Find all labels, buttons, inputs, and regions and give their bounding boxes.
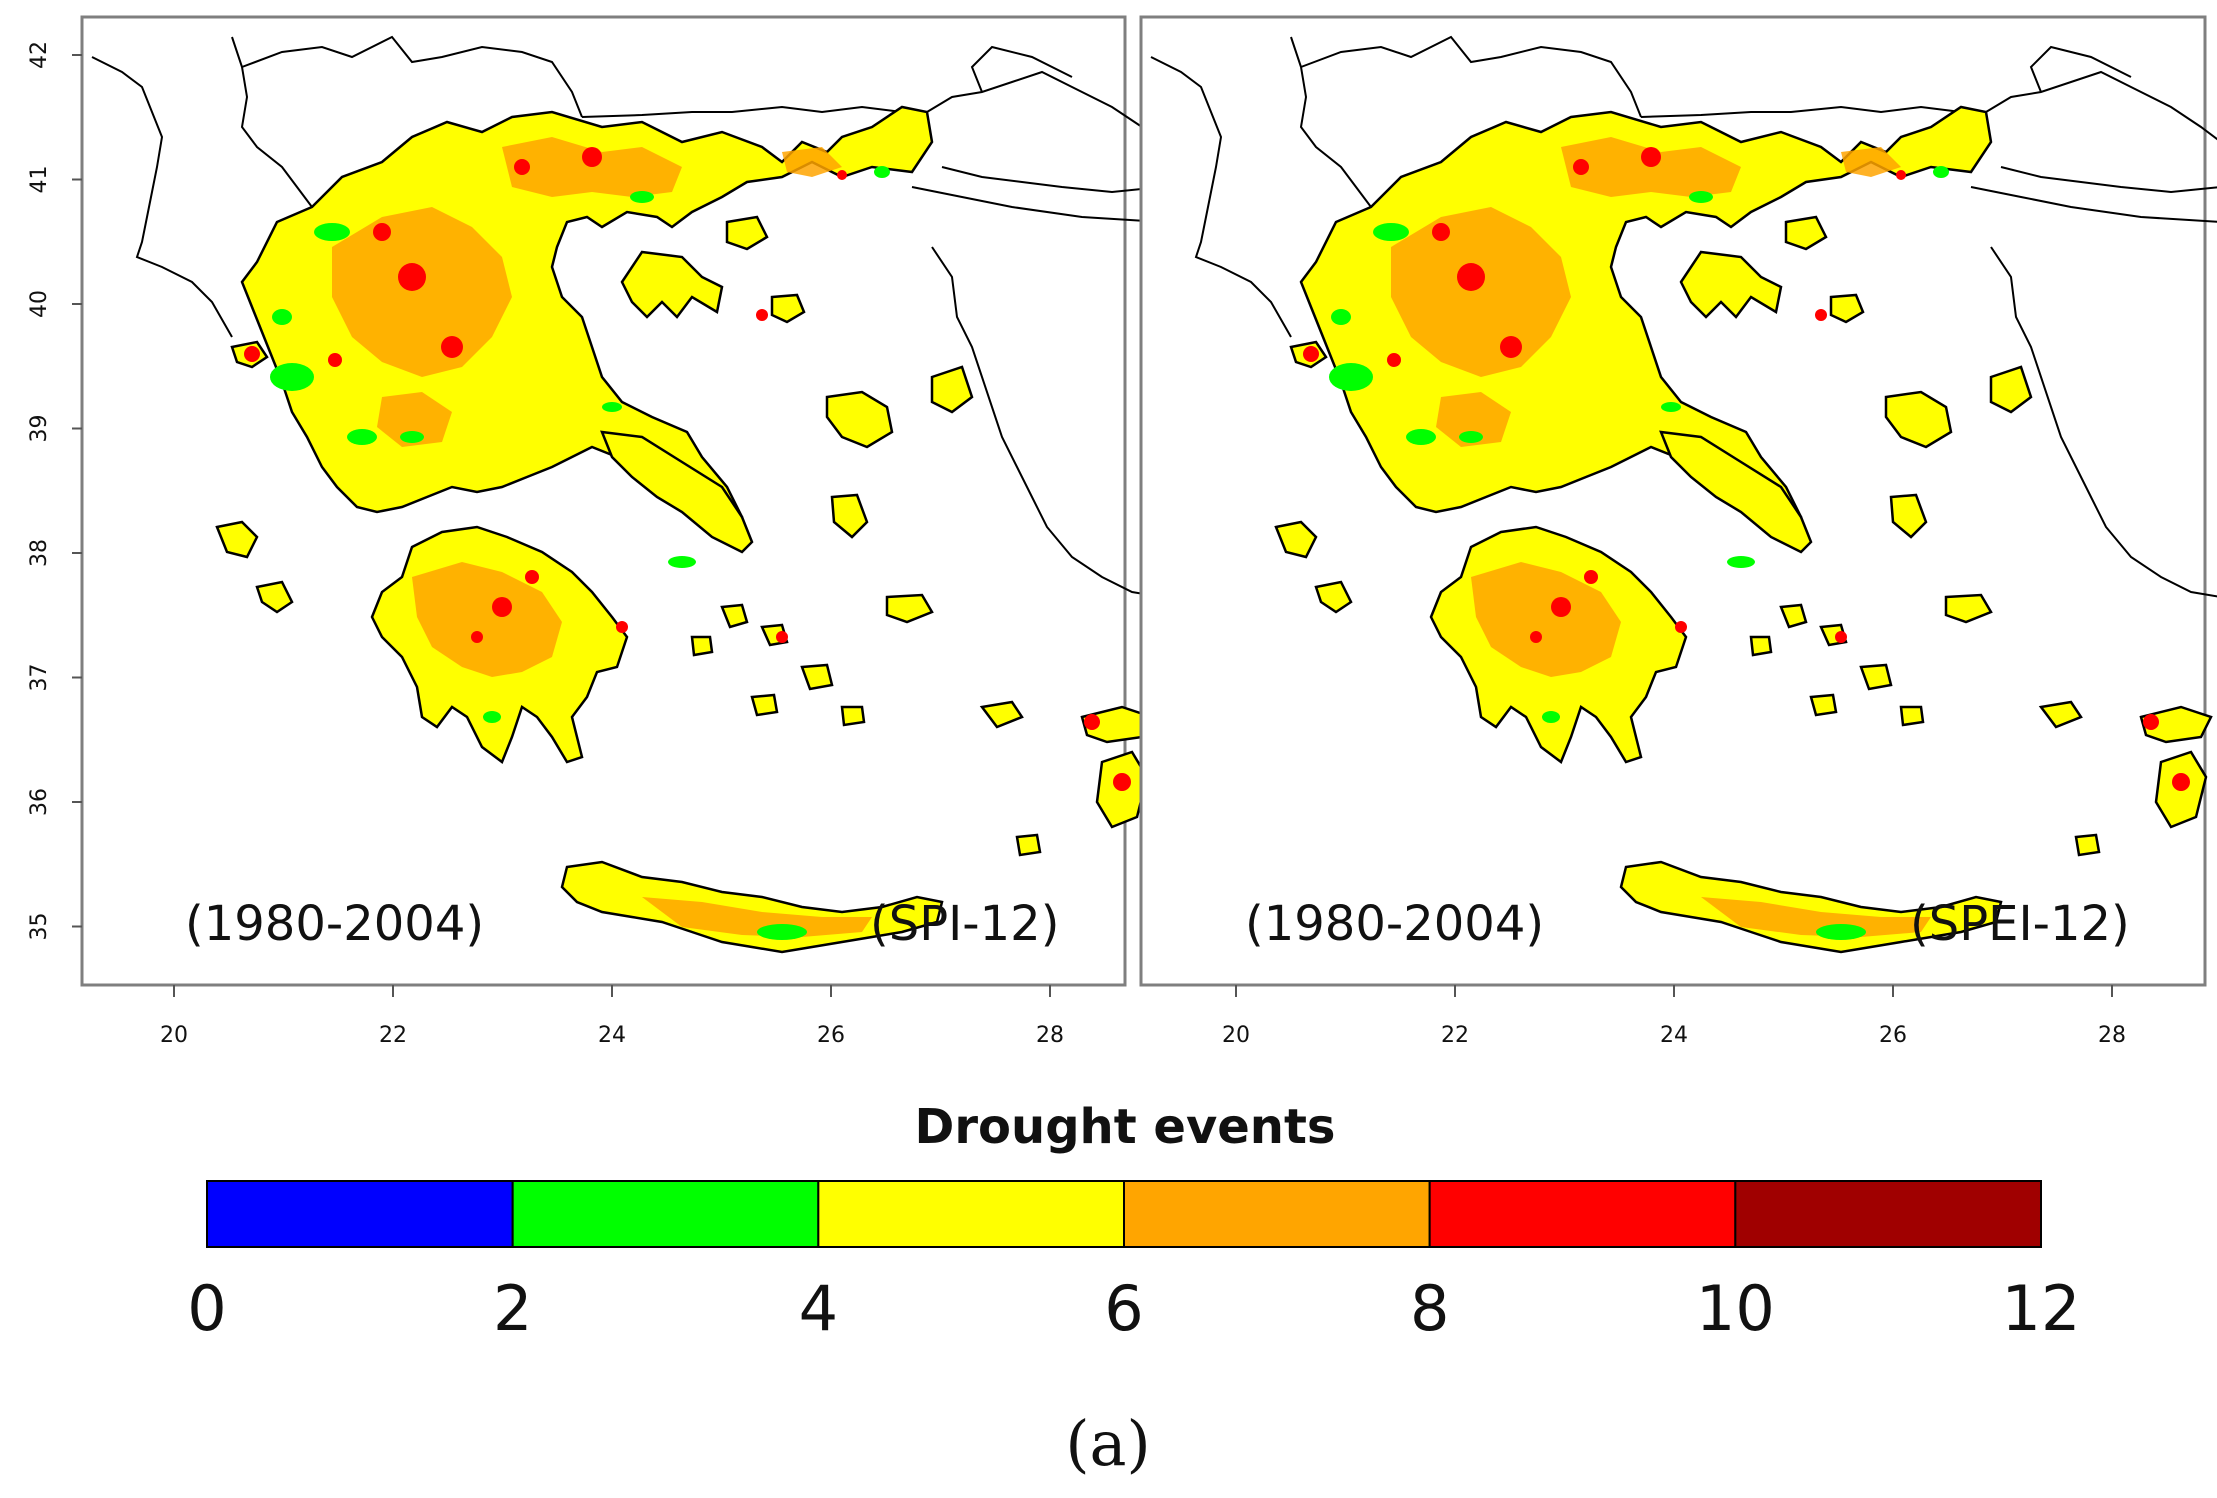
legend-bin [1428, 1180, 1737, 1248]
lon-tick-label: 26 [817, 1023, 845, 1048]
legend-tick-label: 10 [1696, 1272, 1775, 1345]
map-panel-spi: (1980-2004) (SPI-12) 42 41 40 39 38 37 36 35 20… [27, 15, 1163, 1048]
lat-tick-label: 41 [27, 166, 52, 194]
lat-tick-label: 36 [27, 788, 52, 816]
legend-tick-label: 8 [1410, 1272, 1449, 1345]
map-panel-spei: (1980-2004) (SPEI-12) 20 22 24 26 28 [1139, 15, 2217, 1048]
legend-tick-label: 12 [2002, 1272, 2081, 1345]
legend-title: Drought events [915, 1099, 1336, 1155]
legend-bin [1734, 1180, 2043, 1248]
legend: Drought events 0 2 4 6 8 10 12 [187, 1099, 2080, 1345]
legend-bin [206, 1180, 514, 1248]
index-label: (SPI-12) [870, 896, 1059, 952]
lat-tick-label: 40 [27, 290, 52, 318]
lon-tick-label: 22 [379, 1023, 407, 1048]
lon-tick-label: 22 [1441, 1023, 1469, 1048]
period-label: (1980-2004) [1245, 896, 1544, 952]
legend-tick-label: 0 [187, 1272, 226, 1345]
lon-tick-label: 28 [1036, 1023, 1064, 1048]
period-label: (1980-2004) [185, 896, 484, 952]
lon-tick-label: 26 [1879, 1023, 1907, 1048]
legend-ticks: 0 2 4 6 8 10 12 [187, 1272, 2080, 1345]
lon-tick-label: 28 [2098, 1023, 2126, 1048]
lon-tick-label: 24 [598, 1023, 626, 1048]
legend-tick-label: 2 [493, 1272, 532, 1345]
longitude-axis: 20 22 24 26 28 [1222, 985, 2126, 1048]
legend-bin [511, 1180, 820, 1248]
lat-tick-label: 35 [27, 913, 52, 941]
lon-tick-label: 20 [160, 1023, 188, 1048]
figure-label: (a) [1065, 1407, 1150, 1480]
lat-tick-label: 39 [27, 415, 52, 443]
legend-colorbar [206, 1180, 2043, 1248]
lon-tick-label: 24 [1660, 1023, 1688, 1048]
longitude-axis: 20 22 24 26 28 [160, 985, 1064, 1048]
legend-tick-label: 6 [1104, 1272, 1143, 1345]
lat-tick-label: 37 [27, 664, 52, 692]
latitude-axis: 42 41 40 39 38 37 36 35 [27, 41, 82, 941]
lat-tick-label: 38 [27, 539, 52, 567]
lon-tick-label: 20 [1222, 1023, 1250, 1048]
index-label: (SPEI-12) [1910, 896, 2130, 952]
legend-bin [817, 1180, 1125, 1248]
legend-tick-label: 4 [799, 1272, 838, 1345]
legend-bin [1123, 1180, 1431, 1248]
lat-tick-label: 42 [27, 41, 52, 69]
